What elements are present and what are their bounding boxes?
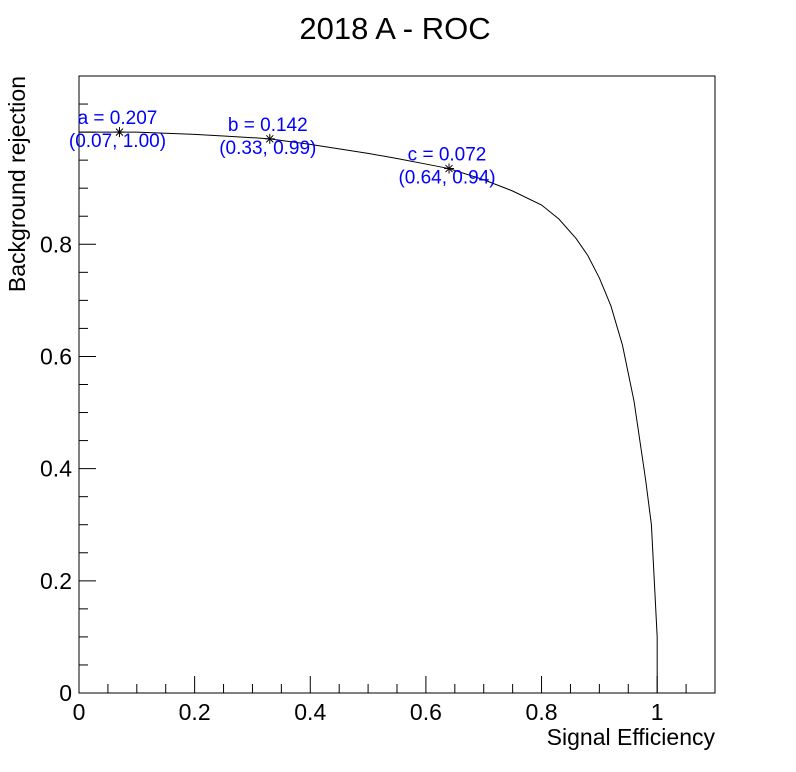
plot-frame [78, 75, 716, 694]
y-tick-label: 0.6 [40, 343, 72, 369]
annotations: a = 0.207(0.07, 1.00) b = 0.142(0.33, 0.9… [69, 108, 496, 188]
x-tick-label: 0.8 [526, 699, 558, 725]
star-stroke [265, 134, 274, 143]
annotation-label: b = 0.142 [228, 115, 308, 136]
x-tick-label: 0.4 [294, 699, 326, 725]
roc-curve-line [79, 131, 658, 693]
x-tick-label: 0.6 [410, 699, 442, 725]
annotation-coords: (0.64, 0.94) [398, 168, 495, 189]
y-tick-label: 0.4 [40, 456, 72, 482]
y-tick-label: 0.2 [40, 568, 72, 594]
x-tick-label: 0 [73, 699, 86, 725]
x-tick-label: 0.2 [179, 699, 211, 725]
y-tick-label: 0.8 [40, 231, 72, 257]
annotation-coords: (0.33, 0.99) [219, 138, 316, 159]
y-axis-label: Background rejection [4, 76, 30, 292]
x-axis-ticks [78, 676, 716, 693]
annotation-marker [444, 163, 455, 174]
y-axis-tick-labels: 0 0.2 0.4 0.6 0.8 [40, 231, 72, 706]
x-axis-label: Signal Efficiency [547, 724, 716, 750]
annotation-marker [114, 127, 125, 138]
annotation-marker [264, 133, 275, 144]
annotation-coords: (0.07, 1.00) [69, 131, 166, 152]
annotation-label: c = 0.072 [408, 145, 487, 166]
star-stroke [445, 164, 453, 173]
star-stroke [115, 128, 124, 136]
annotation-label: a = 0.207 [78, 108, 158, 129]
chart-title: 2018 A - ROC [299, 11, 490, 46]
y-axis-ticks [79, 75, 96, 694]
x-axis-tick-labels: 0 0.2 0.4 0.6 0.8 1 [73, 699, 664, 725]
y-tick-label: 0 [59, 680, 72, 706]
x-tick-label: 1 [651, 699, 664, 725]
